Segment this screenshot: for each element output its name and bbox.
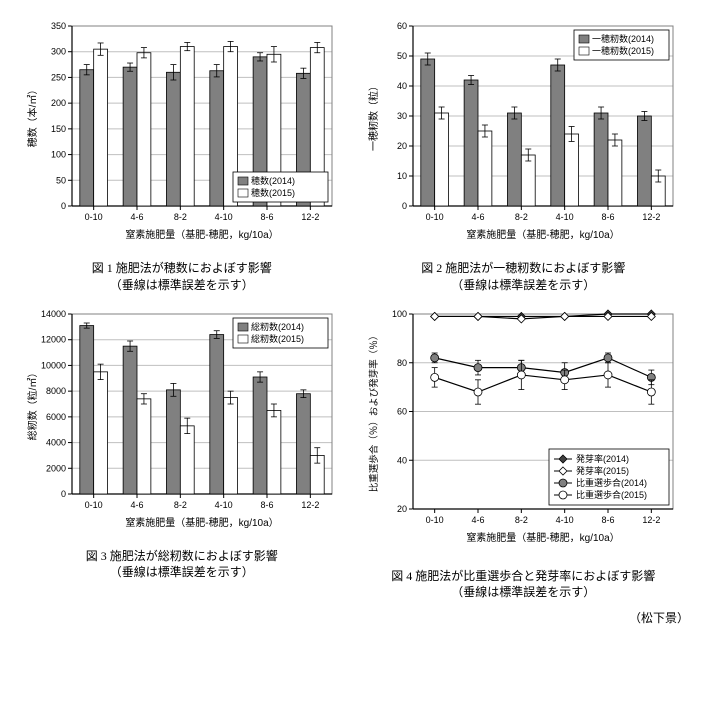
svg-text:8-2: 8-2 [174, 500, 187, 510]
svg-text:8-6: 8-6 [602, 212, 615, 222]
svg-text:80: 80 [397, 357, 407, 367]
svg-text:14000: 14000 [41, 309, 66, 319]
svg-text:一穂籾数（粒）: 一穂籾数（粒） [367, 81, 380, 151]
svg-text:比重選歩合(2015): 比重選歩合(2015) [576, 489, 647, 500]
svg-text:300: 300 [51, 47, 66, 57]
fig1-title: 図 1 施肥法が穂数におよぼす影響 [92, 261, 272, 275]
svg-text:12-2: 12-2 [643, 212, 661, 222]
svg-text:0-10: 0-10 [84, 212, 102, 222]
fig3-chart: 0 2000 4000 6000 8000 10000 12000 14000 0-10 4-6 8… [22, 304, 342, 544]
svg-text:8000: 8000 [46, 386, 66, 396]
svg-text:4-10: 4-10 [214, 212, 232, 222]
svg-text:200: 200 [51, 98, 66, 108]
fig1-subtitle: （垂線は標準誤差を示す） [92, 277, 272, 294]
svg-text:8-6: 8-6 [260, 500, 273, 510]
fig1-chart: 0 50 100 150 200 250 300 350 0-10 4-6 8-2 4-10 8-6 12… [22, 16, 342, 256]
svg-text:10000: 10000 [41, 360, 66, 370]
fig4-subtitle: （垂線は標準誤差を示す） [391, 584, 655, 601]
svg-text:20: 20 [397, 504, 407, 514]
figure-1: 0 50 100 150 200 250 300 350 0-10 4-6 8-2 4-10 8-6 12… [16, 16, 348, 294]
svg-text:穂数（本/㎡）: 穂数（本/㎡） [26, 85, 39, 148]
svg-text:20: 20 [397, 141, 407, 151]
author-name: （松下景） [16, 609, 689, 626]
svg-text:比重選歩合(2014): 比重選歩合(2014) [576, 477, 647, 488]
svg-text:4-10: 4-10 [556, 212, 574, 222]
svg-text:8-2: 8-2 [174, 212, 187, 222]
svg-text:一穂籾数(2014): 一穂籾数(2014) [592, 33, 654, 44]
svg-text:30: 30 [397, 111, 407, 121]
svg-text:40: 40 [397, 455, 407, 465]
svg-text:0-10: 0-10 [426, 515, 444, 525]
svg-text:40: 40 [397, 81, 407, 91]
svg-text:穂数(2015): 穂数(2015) [251, 187, 295, 198]
svg-text:50: 50 [56, 175, 66, 185]
svg-text:0: 0 [61, 489, 66, 499]
svg-text:0-10: 0-10 [426, 212, 444, 222]
svg-text:窒素施肥量（基肥-穂肥，kg/10a）: 窒素施肥量（基肥-穂肥，kg/10a） [125, 516, 278, 529]
svg-text:4-6: 4-6 [130, 212, 143, 222]
fig2-subtitle: （垂線は標準誤差を示す） [421, 277, 625, 294]
svg-text:総籾数（粒/㎡）: 総籾数（粒/㎡） [26, 367, 39, 440]
svg-text:発芽率(2014): 発芽率(2014) [576, 453, 629, 464]
svg-text:6000: 6000 [46, 411, 66, 421]
figure-3: 0 2000 4000 6000 8000 10000 12000 14000 0-10 4-6 8… [16, 304, 348, 602]
figure-4: 20 40 60 80 100 0-10 4-6 8-2 4-10 8-6 12-2 窒素施肥量（基肥… [358, 304, 690, 602]
svg-text:4-10: 4-10 [556, 515, 574, 525]
svg-text:窒素施肥量（基肥-穂肥，kg/10a）: 窒素施肥量（基肥-穂肥，kg/10a） [467, 531, 620, 544]
svg-text:150: 150 [51, 124, 66, 134]
svg-text:60: 60 [397, 21, 407, 31]
svg-text:350: 350 [51, 21, 66, 31]
fig1-caption: 図 1 施肥法が穂数におよぼす影響 （垂線は標準誤差を示す） [92, 260, 272, 294]
svg-text:4000: 4000 [46, 437, 66, 447]
svg-text:総籾数(2014): 総籾数(2014) [251, 321, 304, 332]
svg-text:8-2: 8-2 [515, 212, 528, 222]
svg-text:50: 50 [397, 51, 407, 61]
svg-text:比重選歩合（％）および発芽率（％）: 比重選歩合（％）および発芽率（％） [368, 330, 380, 492]
svg-text:8-6: 8-6 [260, 212, 273, 222]
svg-text:12000: 12000 [41, 334, 66, 344]
fig4-title: 図 4 施肥法が比重選歩合と発芽率におよぼす影響 [391, 569, 655, 583]
svg-text:4-6: 4-6 [130, 500, 143, 510]
fig3-caption: 図 3 施肥法が総籾数におよぼす影響 （垂線は標準誤差を示す） [86, 548, 278, 582]
svg-text:100: 100 [51, 150, 66, 160]
svg-text:0-10: 0-10 [84, 500, 102, 510]
fig2-title: 図 2 施肥法が一穂籾数におよぼす影響 [421, 261, 625, 275]
svg-text:発芽率(2015): 発芽率(2015) [576, 465, 629, 476]
svg-text:0: 0 [61, 201, 66, 211]
svg-text:4-6: 4-6 [472, 212, 485, 222]
svg-text:10: 10 [397, 171, 407, 181]
svg-text:8-2: 8-2 [515, 515, 528, 525]
fig3-title: 図 3 施肥法が総籾数におよぼす影響 [86, 549, 278, 563]
svg-text:8-6: 8-6 [602, 515, 615, 525]
svg-text:12-2: 12-2 [301, 212, 319, 222]
svg-text:12-2: 12-2 [301, 500, 319, 510]
fig4-chart: 20 40 60 80 100 0-10 4-6 8-2 4-10 8-6 12-2 窒素施肥量（基肥… [363, 304, 683, 564]
svg-text:総籾数(2015): 総籾数(2015) [251, 333, 304, 344]
svg-text:一穂籾数(2015): 一穂籾数(2015) [592, 45, 654, 56]
svg-text:12-2: 12-2 [643, 515, 661, 525]
svg-text:2000: 2000 [46, 463, 66, 473]
svg-text:0: 0 [402, 201, 407, 211]
svg-text:250: 250 [51, 72, 66, 82]
svg-text:100: 100 [392, 309, 407, 319]
svg-text:4-10: 4-10 [214, 500, 232, 510]
svg-text:窒素施肥量（基肥-穂肥，kg/10a）: 窒素施肥量（基肥-穂肥，kg/10a） [467, 228, 620, 241]
fig3-subtitle: （垂線は標準誤差を示す） [86, 564, 278, 581]
svg-text:4-6: 4-6 [472, 515, 485, 525]
svg-text:窒素施肥量（基肥-穂肥，kg/10a）: 窒素施肥量（基肥-穂肥，kg/10a） [125, 228, 278, 241]
svg-text:60: 60 [397, 406, 407, 416]
svg-text:穂数(2014): 穂数(2014) [251, 175, 295, 186]
fig4-caption: 図 4 施肥法が比重選歩合と発芽率におよぼす影響 （垂線は標準誤差を示す） [391, 568, 655, 602]
fig2-caption: 図 2 施肥法が一穂籾数におよぼす影響 （垂線は標準誤差を示す） [421, 260, 625, 294]
figure-2: 0 10 20 30 40 50 60 0-10 4-6 8-2 4-10 8-6 12-2 窒素施肥量（… [358, 16, 690, 294]
fig2-chart: 0 10 20 30 40 50 60 0-10 4-6 8-2 4-10 8-6 12-2 窒素施肥量（… [363, 16, 683, 256]
